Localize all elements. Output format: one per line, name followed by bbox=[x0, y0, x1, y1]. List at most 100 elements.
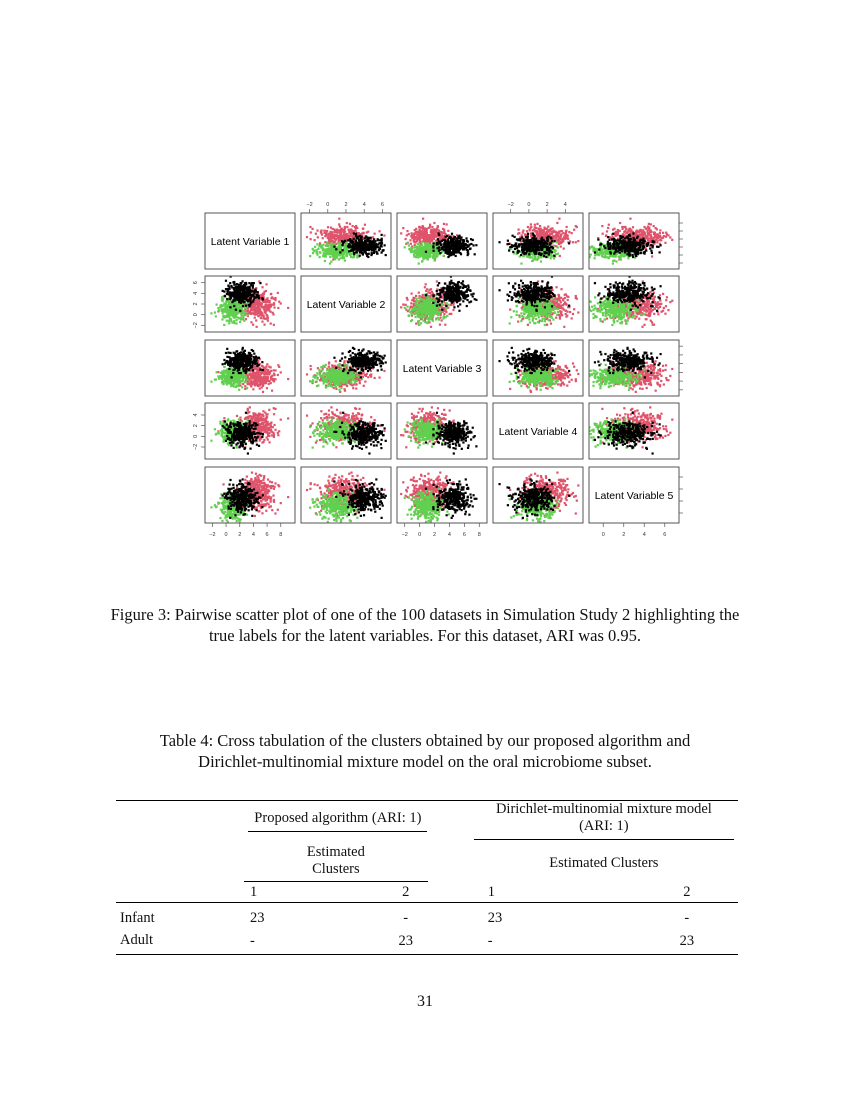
data-point bbox=[413, 306, 416, 309]
data-point bbox=[362, 244, 365, 247]
data-point bbox=[671, 238, 674, 241]
data-point bbox=[423, 319, 426, 322]
data-point bbox=[258, 314, 261, 317]
data-point bbox=[356, 247, 359, 250]
data-point bbox=[359, 236, 363, 239]
data-point bbox=[531, 238, 534, 241]
data-point bbox=[643, 239, 646, 243]
data-point bbox=[252, 290, 255, 293]
data-point bbox=[233, 320, 236, 323]
data-point bbox=[244, 312, 247, 315]
data-point bbox=[659, 234, 662, 237]
data-point bbox=[247, 309, 250, 312]
data-point bbox=[228, 322, 231, 325]
data-point bbox=[614, 255, 617, 258]
data-point bbox=[353, 246, 356, 249]
data-point bbox=[612, 240, 616, 243]
data-point bbox=[417, 238, 420, 241]
data-point bbox=[515, 247, 519, 250]
data-point bbox=[410, 314, 414, 317]
data-point bbox=[322, 243, 325, 246]
data-point bbox=[346, 245, 350, 248]
data-point bbox=[532, 247, 535, 250]
data-point bbox=[413, 300, 416, 303]
data-point bbox=[612, 232, 615, 235]
data-point bbox=[557, 236, 560, 239]
data-point bbox=[633, 239, 636, 242]
data-point bbox=[634, 253, 637, 256]
data-point bbox=[219, 306, 222, 309]
data-point bbox=[229, 276, 232, 278]
data-point bbox=[351, 239, 354, 242]
data-point bbox=[380, 240, 383, 243]
data-point bbox=[460, 244, 463, 247]
data-point bbox=[453, 237, 456, 240]
data-point bbox=[601, 232, 604, 235]
data-point bbox=[517, 228, 520, 231]
data-point bbox=[346, 252, 349, 255]
data-point bbox=[643, 225, 646, 229]
data-point bbox=[548, 233, 551, 237]
data-point bbox=[442, 292, 445, 295]
data-point bbox=[319, 231, 322, 234]
data-point bbox=[527, 247, 530, 250]
data-point bbox=[448, 244, 451, 247]
data-point bbox=[574, 241, 577, 244]
data-point bbox=[611, 235, 614, 239]
data-point bbox=[342, 253, 346, 256]
data-point bbox=[629, 239, 632, 242]
data-point bbox=[651, 244, 654, 248]
data-point bbox=[380, 242, 383, 246]
data-point bbox=[457, 250, 460, 253]
data-point bbox=[426, 257, 430, 260]
data-point bbox=[551, 227, 554, 230]
data-point bbox=[400, 232, 403, 235]
data-point bbox=[331, 239, 334, 242]
data-point bbox=[647, 232, 651, 235]
data-point bbox=[423, 242, 426, 245]
data-point bbox=[345, 243, 348, 247]
data-point bbox=[414, 231, 417, 234]
data-point bbox=[540, 248, 543, 251]
data-point bbox=[333, 244, 336, 247]
scatter-panel bbox=[396, 212, 488, 270]
data-point bbox=[533, 243, 536, 247]
data-point bbox=[549, 257, 552, 260]
data-point bbox=[614, 250, 617, 254]
data-point bbox=[326, 252, 329, 256]
data-point bbox=[440, 246, 444, 249]
data-point bbox=[243, 285, 247, 288]
data-point bbox=[256, 298, 259, 302]
data-point bbox=[271, 311, 274, 314]
data-point bbox=[432, 233, 435, 236]
data-point bbox=[232, 304, 235, 307]
data-point bbox=[415, 300, 418, 304]
data-point bbox=[623, 237, 626, 240]
data-point bbox=[549, 232, 552, 235]
data-point bbox=[411, 245, 414, 248]
data-point bbox=[455, 240, 458, 243]
data-point bbox=[442, 243, 445, 246]
data-point bbox=[341, 256, 344, 259]
data-point bbox=[221, 318, 224, 321]
data-point bbox=[412, 298, 415, 301]
data-point bbox=[420, 250, 423, 253]
data-point bbox=[517, 243, 521, 246]
data-point bbox=[236, 306, 239, 309]
data-point bbox=[349, 255, 353, 259]
data-point bbox=[436, 251, 439, 254]
data-point bbox=[417, 230, 420, 234]
scatter-panel bbox=[492, 212, 584, 270]
data-point bbox=[356, 235, 359, 238]
data-point bbox=[230, 309, 233, 313]
panel-frame bbox=[492, 212, 584, 270]
data-point bbox=[266, 319, 269, 322]
data-point bbox=[415, 245, 418, 248]
data-point bbox=[596, 250, 599, 253]
data-point bbox=[334, 252, 337, 255]
data-point bbox=[644, 247, 647, 250]
data-point bbox=[524, 244, 527, 247]
data-point bbox=[235, 311, 238, 314]
data-point bbox=[421, 252, 424, 256]
data-point bbox=[638, 234, 641, 237]
